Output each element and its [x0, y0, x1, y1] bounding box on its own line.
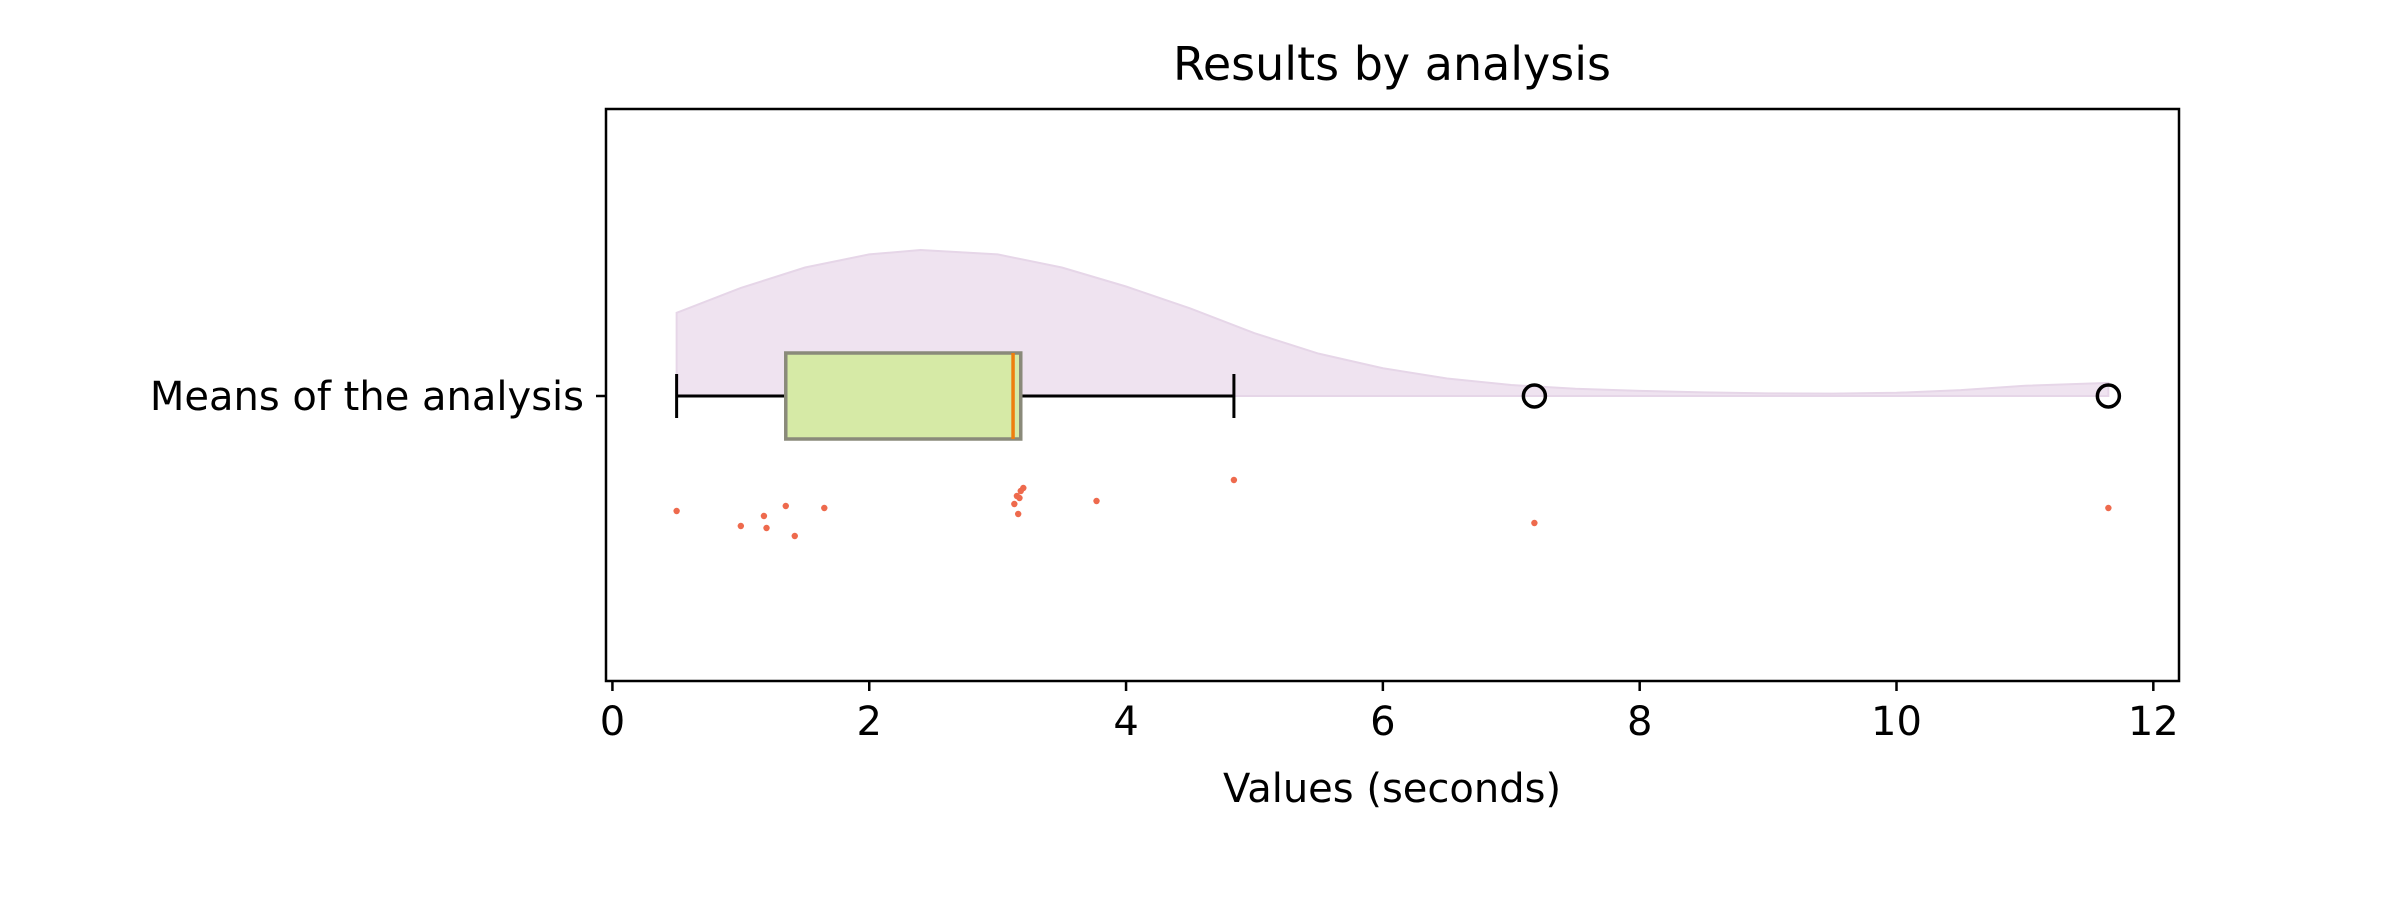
box-iqr: [784, 351, 1023, 441]
data-point: [763, 524, 770, 532]
x-tick-label: 0: [600, 699, 625, 745]
flier-point: [1521, 383, 1548, 409]
data-point: [1011, 500, 1018, 508]
data-point: [782, 502, 789, 510]
x-axis-label: Values (seconds): [1223, 766, 1561, 812]
x-tick-label: 4: [1113, 699, 1138, 745]
data-point: [791, 532, 798, 540]
y-axis: Means of the analysis: [150, 374, 606, 420]
data-point: [1531, 519, 1538, 527]
data-point: [737, 522, 745, 530]
data-point: [760, 512, 768, 520]
data-point: [1020, 484, 1027, 492]
data-point: [1014, 510, 1022, 518]
x-tick-label: 12: [2128, 699, 2179, 745]
x-tick-label: 2: [857, 699, 882, 745]
data-point: [1093, 497, 1100, 505]
data-point: [1230, 476, 1238, 484]
x-tick-label: 6: [1370, 699, 1395, 745]
data-point: [673, 507, 680, 515]
plot-area: [673, 248, 2122, 540]
chart-title: Results by analysis: [1173, 37, 1611, 91]
flier-point: [2095, 383, 2122, 409]
density-curve: [675, 248, 2110, 397]
data-point: [821, 504, 828, 512]
x-tick-label: 10: [1871, 699, 1922, 745]
x-tick-label: 8: [1627, 699, 1652, 745]
data-point: [2105, 504, 2112, 512]
y-tick-label: Means of the analysis: [150, 374, 584, 420]
x-axis: 0 2 4 6 8 10 12: [600, 681, 2179, 745]
data-point: [1016, 494, 1023, 502]
